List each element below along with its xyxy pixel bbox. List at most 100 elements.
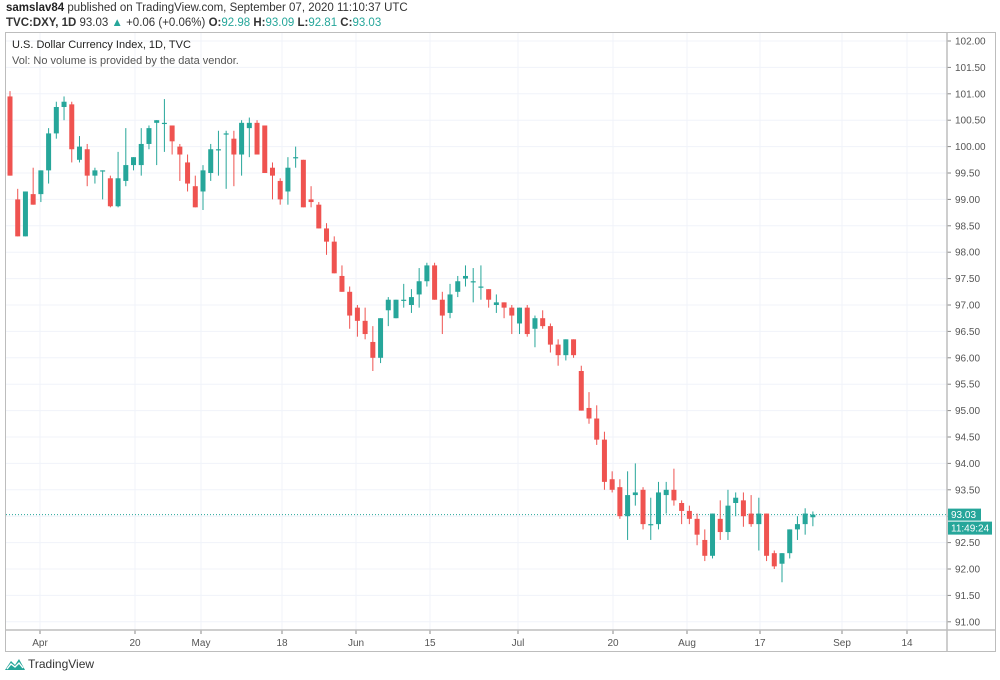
candle-body[interactable]	[115, 178, 121, 207]
candle-body[interactable]	[509, 307, 515, 316]
candle-body[interactable]	[601, 439, 607, 482]
candle-body[interactable]	[794, 524, 800, 530]
candle-body[interactable]	[810, 514, 816, 518]
candle-body[interactable]	[200, 170, 206, 192]
candle-body[interactable]	[69, 104, 75, 150]
candle-body[interactable]	[547, 326, 553, 345]
candle-body[interactable]	[22, 191, 28, 237]
candle-body[interactable]	[632, 492, 638, 496]
candle-body[interactable]	[15, 199, 21, 237]
candle-body[interactable]	[161, 122, 167, 125]
candle-body[interactable]	[787, 529, 793, 554]
candle-body[interactable]	[246, 122, 252, 129]
candle-body[interactable]	[378, 318, 384, 358]
candle-body[interactable]	[571, 339, 577, 356]
candle-body[interactable]	[756, 513, 762, 525]
candle-body[interactable]	[779, 553, 785, 564]
candle-body[interactable]	[640, 489, 646, 525]
candle-body[interactable]	[30, 194, 36, 205]
candle-body[interactable]	[671, 489, 677, 501]
candle-body[interactable]	[61, 101, 67, 107]
candle-body[interactable]	[293, 157, 299, 159]
candle-body[interactable]	[308, 199, 314, 203]
candle-body[interactable]	[462, 275, 468, 279]
candle-body[interactable]	[740, 500, 746, 517]
candle-body[interactable]	[53, 107, 59, 134]
candle-body[interactable]	[655, 492, 661, 525]
candle-body[interactable]	[540, 318, 546, 327]
candle-body[interactable]	[177, 146, 183, 155]
candle-body[interactable]	[625, 495, 631, 517]
candle-body[interactable]	[679, 503, 685, 511]
candle-body[interactable]	[331, 241, 337, 274]
candle-body[interactable]	[764, 513, 770, 556]
candle-body[interactable]	[362, 320, 368, 335]
candle-body[interactable]	[725, 505, 731, 533]
candle-body[interactable]	[231, 138, 237, 155]
candle-body[interactable]	[771, 553, 777, 567]
candle-body[interactable]	[154, 120, 160, 123]
candle-body[interactable]	[717, 518, 723, 533]
candle-body[interactable]	[76, 146, 82, 160]
candle-body[interactable]	[424, 265, 430, 282]
candle-body[interactable]	[594, 418, 600, 440]
candle-body[interactable]	[215, 149, 221, 151]
candle-body[interactable]	[138, 143, 144, 166]
candle-body[interactable]	[339, 275, 345, 292]
candle-body[interactable]	[609, 479, 615, 490]
candle-body[interactable]	[254, 122, 260, 155]
candle-body[interactable]	[517, 307, 523, 324]
candle-body[interactable]	[663, 489, 669, 496]
candle-body[interactable]	[347, 291, 353, 316]
candle-body[interactable]	[146, 128, 152, 144]
candle-body[interactable]	[169, 125, 175, 142]
candle-body[interactable]	[447, 294, 453, 313]
candle-body[interactable]	[416, 281, 422, 295]
candle-body[interactable]	[131, 157, 137, 166]
candle-body[interactable]	[501, 302, 507, 308]
candle-body[interactable]	[401, 299, 407, 301]
candle-body[interactable]	[648, 524, 654, 526]
candle-body[interactable]	[185, 162, 191, 184]
candle-body[interactable]	[493, 302, 499, 305]
candle-body[interactable]	[324, 228, 330, 242]
candle-body[interactable]	[223, 133, 229, 135]
candle-body[interactable]	[370, 341, 376, 358]
candle-body[interactable]	[686, 510, 692, 519]
candle-body[interactable]	[100, 170, 106, 172]
candle-body[interactable]	[38, 170, 44, 195]
candle-body[interactable]	[524, 307, 530, 335]
candle-body[interactable]	[432, 265, 438, 300]
candle-body[interactable]	[532, 318, 538, 329]
candle-body[interactable]	[84, 149, 90, 176]
candle-body[interactable]	[107, 178, 113, 207]
candle-body[interactable]	[7, 96, 13, 176]
candle-body[interactable]	[192, 186, 198, 208]
candle-body[interactable]	[385, 299, 391, 311]
candle-body[interactable]	[694, 518, 700, 535]
candle-body[interactable]	[269, 167, 275, 176]
candle-body[interactable]	[239, 122, 245, 155]
candle-body[interactable]	[710, 513, 716, 556]
candle-body[interactable]	[702, 539, 708, 556]
candle-body[interactable]	[208, 149, 214, 173]
candle-body[interactable]	[617, 487, 623, 517]
candle-body[interactable]	[46, 133, 52, 171]
candle-body[interactable]	[563, 339, 569, 356]
candle-body[interactable]	[578, 371, 584, 411]
candle-body[interactable]	[733, 497, 739, 503]
candle-body[interactable]	[92, 170, 98, 176]
candle-body[interactable]	[123, 165, 129, 181]
candle-body[interactable]	[470, 281, 476, 283]
candle-body[interactable]	[408, 297, 414, 305]
candle-body[interactable]	[748, 513, 754, 525]
candle-body[interactable]	[277, 180, 283, 200]
candle-body[interactable]	[354, 307, 360, 321]
tradingview-logo[interactable]: TradingView	[5, 657, 94, 671]
candle-body[interactable]	[439, 299, 445, 316]
candle-body[interactable]	[555, 344, 561, 356]
candle-body[interactable]	[455, 281, 461, 292]
candle-body[interactable]	[262, 125, 268, 173]
candle-body[interactable]	[486, 289, 492, 300]
